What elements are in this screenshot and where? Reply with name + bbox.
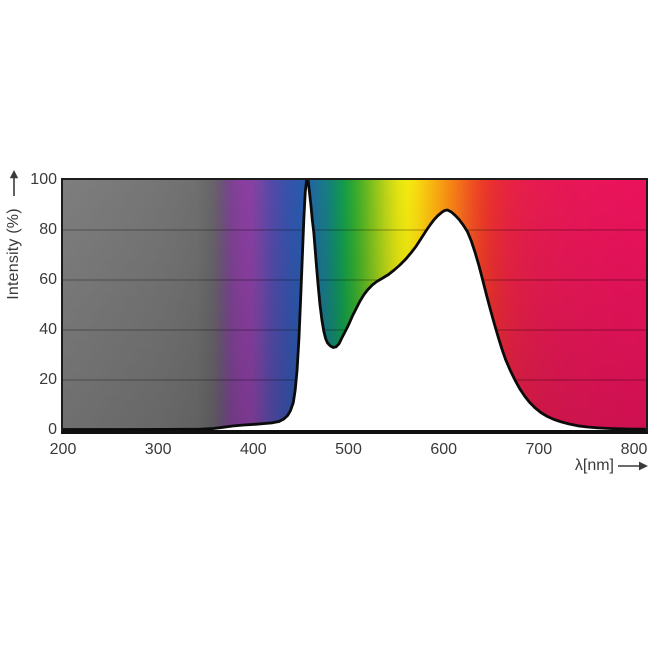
y-tick-label-60: 60 bbox=[39, 271, 57, 288]
y-axis-title: Intensity (%) bbox=[5, 208, 22, 300]
x-axis-title: λ[nm] bbox=[574, 457, 614, 474]
y-tick-label-40: 40 bbox=[39, 321, 57, 338]
intensity-curve bbox=[63, 180, 646, 430]
spectral-distribution-svg bbox=[63, 180, 646, 430]
y-tick-label-100: 100 bbox=[30, 171, 57, 188]
y-tick-label-20: 20 bbox=[39, 371, 57, 388]
plot-area bbox=[61, 178, 648, 434]
x-axis-title-group: λ[nm] bbox=[575, 456, 648, 476]
y-tick-label-0: 0 bbox=[48, 421, 57, 438]
x-tick-label-600: 600 bbox=[430, 441, 458, 458]
x-tick-label-800: 800 bbox=[620, 441, 648, 458]
x-axis-right-arrow-icon bbox=[618, 460, 648, 472]
y-axis-up-arrow-icon bbox=[8, 170, 20, 202]
x-tick-label-500: 500 bbox=[335, 441, 362, 458]
area-below-curve bbox=[63, 180, 645, 430]
x-tick-label-700: 700 bbox=[525, 441, 553, 458]
x-tick-label-300: 300 bbox=[144, 441, 172, 458]
x-tick-label-400: 400 bbox=[239, 441, 267, 458]
x-tick-label-200: 200 bbox=[49, 441, 77, 458]
y-tick-label-80: 80 bbox=[39, 221, 57, 238]
